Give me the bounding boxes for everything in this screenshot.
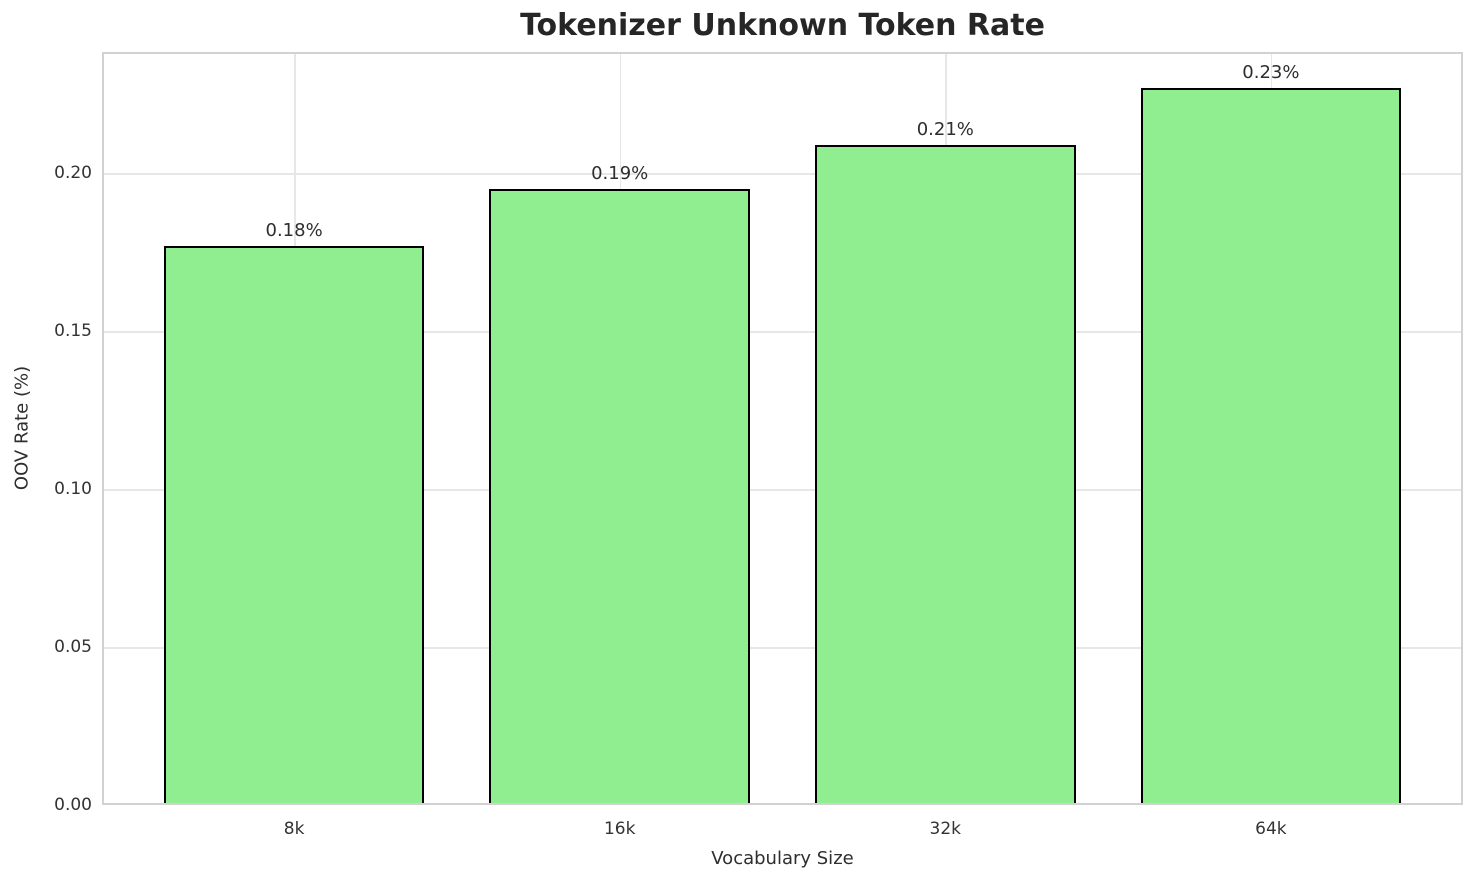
bar-32k xyxy=(815,144,1076,805)
y-tick-label: 0.20 xyxy=(54,163,92,184)
bar-value-label: 0.19% xyxy=(591,162,649,184)
y-tick-label: 0.10 xyxy=(54,479,92,499)
x-tick-label: 32k xyxy=(929,819,962,839)
horizontal-gridline xyxy=(102,331,1463,333)
chart-title: Tokenizer Unknown Token Rate xyxy=(520,8,1045,43)
y-tick-label: 0.00 xyxy=(54,795,92,815)
bar-16k xyxy=(489,188,750,805)
bars-layer xyxy=(102,52,1463,805)
x-axis-label: Vocabulary Size xyxy=(711,848,854,869)
horizontal-gridline xyxy=(102,489,1463,491)
plot-area xyxy=(102,52,1463,805)
bar-value-label: 0.23% xyxy=(1242,61,1300,83)
x-tick-label: 16k xyxy=(603,819,636,839)
y-tick-label: 0.15 xyxy=(54,321,92,342)
horizontal-gridline xyxy=(102,173,1463,175)
x-tick-label: 8k xyxy=(283,819,305,839)
y-tick-label: 0.05 xyxy=(54,637,92,657)
x-tick-label: 64k xyxy=(1255,819,1287,839)
horizontal-gridline xyxy=(102,647,1463,649)
bar-value-label: 0.21% xyxy=(916,118,974,140)
y-axis-label: OOV Rate (%) xyxy=(11,365,33,491)
bar-value-label: 0.18% xyxy=(265,219,323,241)
bar-8k xyxy=(163,245,425,805)
bar-64k xyxy=(1140,87,1402,805)
